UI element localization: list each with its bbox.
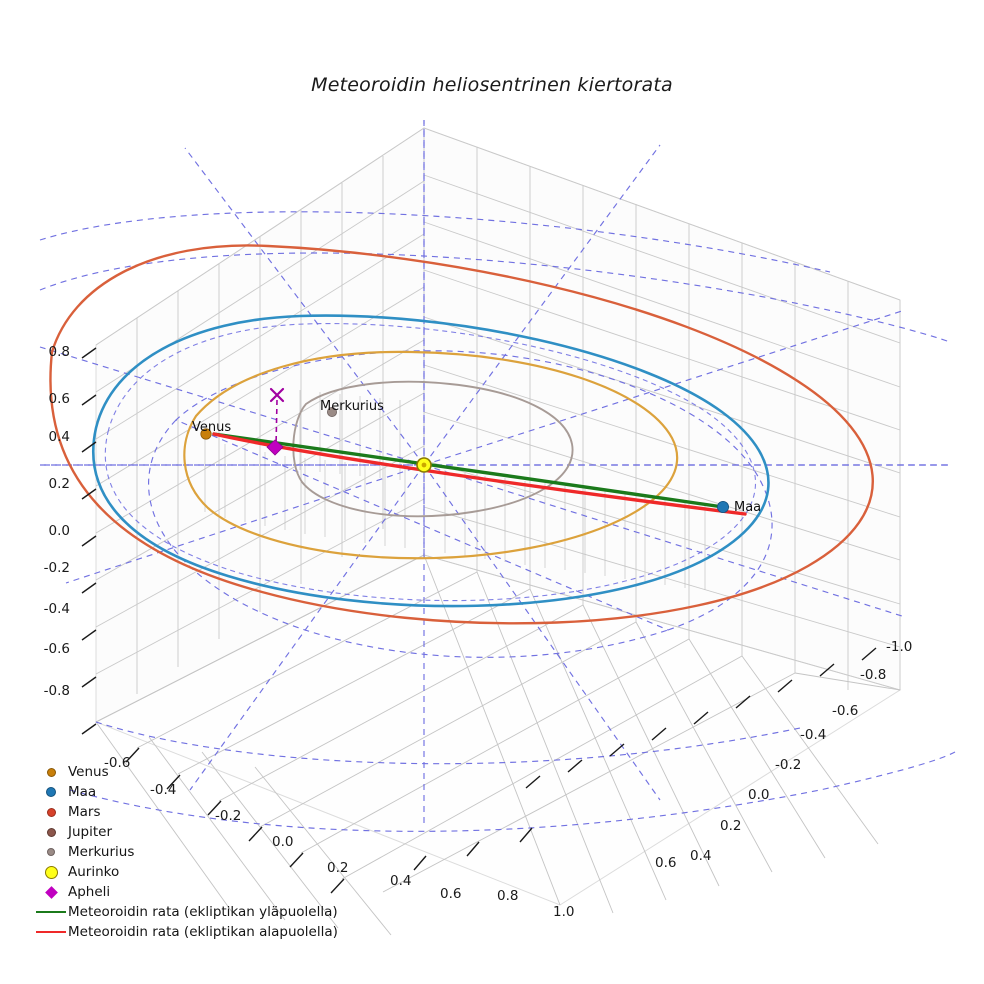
green-line-icon xyxy=(34,911,68,913)
red-line-icon xyxy=(34,931,68,933)
y-tick-4: -0.2 xyxy=(775,757,802,773)
orbit-maa xyxy=(92,314,770,608)
label-maa: Maa xyxy=(734,500,762,515)
apheli-marker[interactable] xyxy=(266,439,284,456)
z-tick-0: 0.8 xyxy=(48,344,70,360)
z-tick-1: 0.6 xyxy=(48,391,70,407)
x-tick-3: 0.0 xyxy=(272,834,294,850)
y-tick-8: 0.6 xyxy=(655,855,677,871)
marker-maa[interactable] xyxy=(717,500,730,513)
orbit-merkurius xyxy=(292,380,574,518)
y-tick-3: -0.4 xyxy=(800,727,827,743)
legend-item-merkurius[interactable]: Merkurius xyxy=(34,842,354,862)
z-tick-2: 0.4 xyxy=(48,429,70,445)
z-tick-4: 0.0 xyxy=(48,523,70,539)
maa-marker-icon xyxy=(34,787,68,797)
z-tick-5: -0.2 xyxy=(43,560,70,576)
jupiter-marker-icon xyxy=(34,827,68,837)
meteoroid-path-above-ecliptic xyxy=(212,432,725,509)
x-tick-2: -0.2 xyxy=(215,808,242,824)
page-title: Meteoroidin heliosentrinen kiertorata xyxy=(311,74,673,96)
y-tick-2: -0.6 xyxy=(832,703,859,719)
marker-merkurius[interactable] xyxy=(326,406,337,417)
marker-venus[interactable] xyxy=(200,428,212,440)
legend-label: Apheli xyxy=(68,884,111,900)
x-tick-4: 0.2 xyxy=(327,860,349,876)
marker-aurinko[interactable] xyxy=(416,457,432,473)
x-tick-5: 0.4 xyxy=(390,873,412,889)
legend-label: Jupiter xyxy=(68,824,113,840)
apheli-marker-icon xyxy=(34,885,68,899)
orbit-venus xyxy=(183,350,679,560)
legend-item-maa[interactable]: Maa xyxy=(34,782,354,802)
legend-label: Maa xyxy=(68,784,97,800)
legend-item-orbit-above[interactable]: Meteoroidin rata (ekliptikan yläpuolella… xyxy=(34,902,354,922)
gridlines-floor xyxy=(95,554,901,936)
legend-item-venus[interactable]: Venus xyxy=(34,762,354,782)
drop-lines xyxy=(204,390,706,590)
x-tick-8: 1.0 xyxy=(553,904,575,920)
legend-label: Meteoroidin rata (ekliptikan yläpuolella… xyxy=(68,904,338,920)
venus-marker-icon xyxy=(34,767,68,777)
x-tick-1: -0.4 xyxy=(150,782,177,798)
y-tick-1: -0.8 xyxy=(860,667,887,683)
legend-item-apheli[interactable]: Apheli xyxy=(34,882,354,902)
legend: Venus Maa Mars Jupiter Merkurius xyxy=(34,762,354,942)
aurinko-marker-icon xyxy=(34,865,68,879)
x-tick-0: -0.6 xyxy=(104,755,131,771)
legend-label: Meteoroidin rata (ekliptikan alapuolella… xyxy=(68,924,338,940)
legend-label: Mars xyxy=(68,804,101,820)
apheli-stem xyxy=(275,399,278,448)
orbit-maa-projection xyxy=(104,323,757,602)
tickmarks-y xyxy=(525,647,877,789)
label-merkurius: Merkurius xyxy=(320,399,384,414)
legend-item-jupiter[interactable]: Jupiter xyxy=(34,822,354,842)
legend-label: Merkurius xyxy=(68,844,135,860)
meteoroid-path-below-ecliptic xyxy=(212,432,747,516)
legend-item-mars[interactable]: Mars xyxy=(34,802,354,822)
y-tick-7: 0.4 xyxy=(690,848,712,864)
legend-label: Venus xyxy=(68,764,109,780)
orbit-mars xyxy=(49,244,874,625)
apheli-x-marker[interactable] xyxy=(269,387,285,403)
mars-marker-icon xyxy=(34,807,68,817)
gridlines-right-wall xyxy=(423,127,901,691)
z-tick-7: -0.6 xyxy=(43,641,70,657)
z-tick-6: -0.4 xyxy=(43,601,70,617)
y-tick-5: 0.0 xyxy=(748,787,770,803)
tickmarks-z xyxy=(81,347,97,735)
y-tick-0: -1.0 xyxy=(886,639,913,655)
x-tick-6: 0.6 xyxy=(440,886,462,902)
reference-dashed-lines xyxy=(39,120,956,832)
z-tick-8: -0.8 xyxy=(43,683,70,699)
label-venus: Venus xyxy=(192,420,232,435)
tickmarks-x xyxy=(125,747,533,894)
merkurius-marker-icon xyxy=(34,848,68,856)
legend-item-aurinko[interactable]: Aurinko xyxy=(34,862,354,882)
legend-item-orbit-below[interactable]: Meteoroidin rata (ekliptikan alapuolella… xyxy=(34,922,354,942)
x-tick-7: 0.8 xyxy=(497,888,519,904)
y-tick-6: 0.2 xyxy=(720,818,742,834)
z-tick-3: 0.2 xyxy=(48,476,70,492)
legend-label: Aurinko xyxy=(68,864,120,880)
